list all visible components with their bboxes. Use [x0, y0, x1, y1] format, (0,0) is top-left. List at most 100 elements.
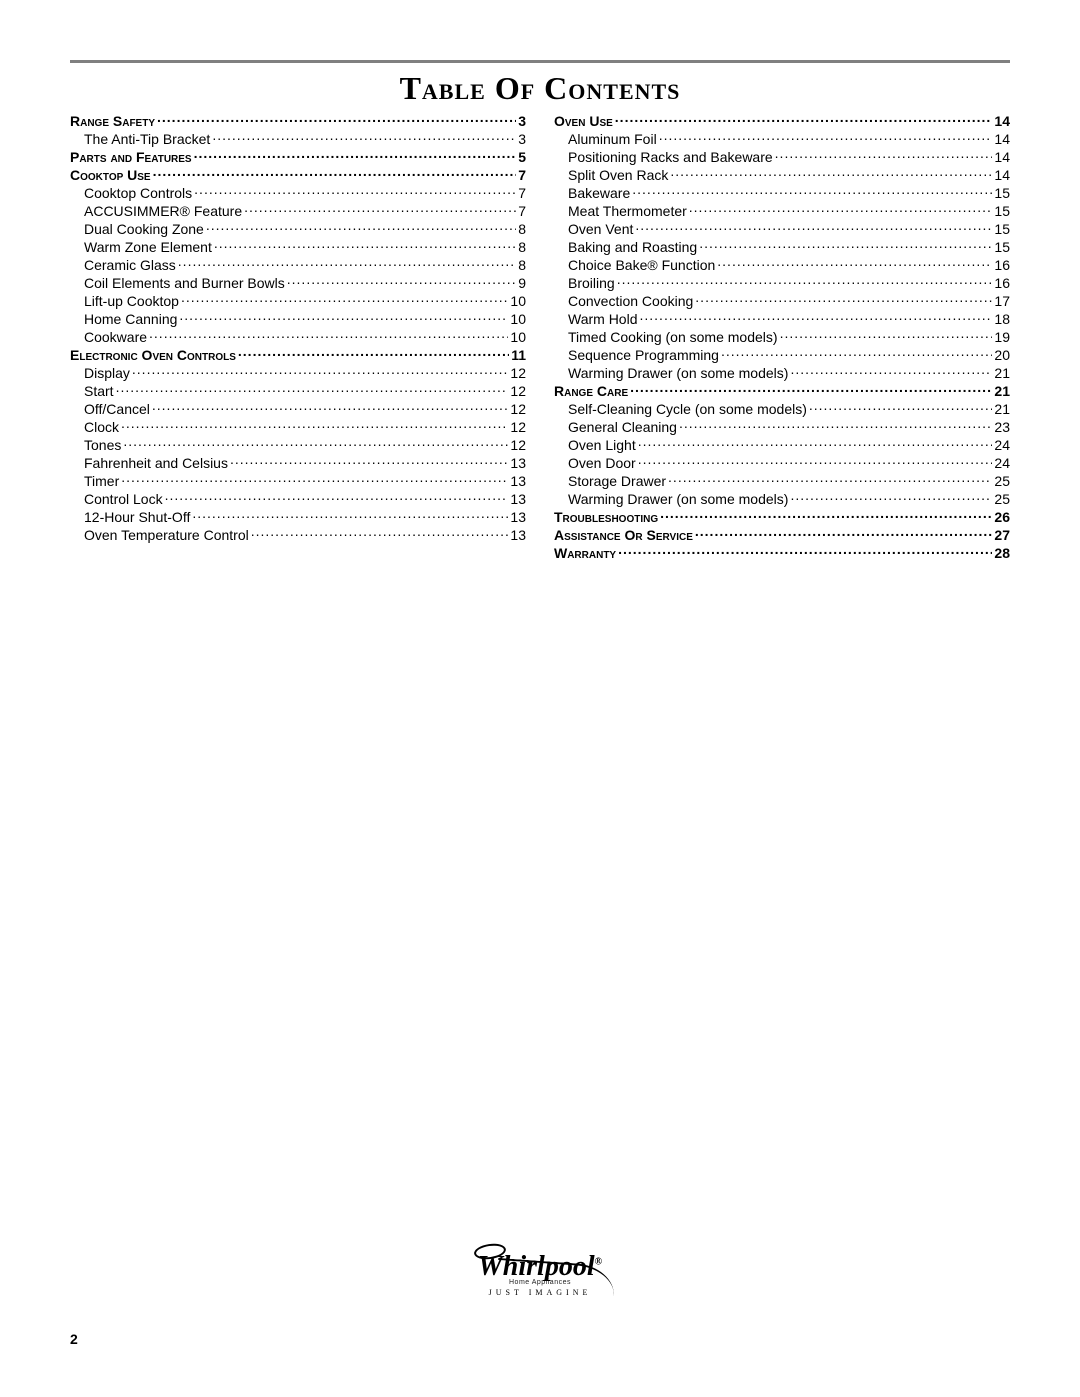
toc-label: Home Canning [70, 311, 177, 328]
toc-leader-dots [635, 220, 992, 234]
page-number: 2 [70, 1331, 78, 1347]
toc-page: 13 [510, 455, 526, 472]
toc-leader-dots [132, 364, 509, 378]
toc-page: 15 [994, 203, 1010, 220]
toc-leader-dots [809, 400, 993, 414]
toc-entry: Choice Bake® Function16 [554, 256, 1010, 274]
toc-entry: Meat Thermometer 15 [554, 202, 1010, 220]
toc-leader-dots [287, 274, 516, 288]
toc-entry: Ceramic Glass8 [70, 256, 526, 274]
toc-leader-dots [615, 112, 993, 126]
toc-leader-dots [659, 130, 993, 144]
toc-leader-dots [153, 166, 517, 180]
toc-section: Range Safety3 [70, 112, 526, 130]
toc-entry: Split Oven Rack14 [554, 166, 1010, 184]
toc-entry: Cookware10 [70, 328, 526, 346]
toc-label: Convection Cooking [554, 293, 693, 310]
toc-page: 28 [994, 545, 1010, 562]
toc-label: Lift-up Cooktop [70, 293, 179, 310]
toc-label: Range Safety [70, 113, 155, 130]
toc-label: Baking and Roasting [554, 239, 697, 256]
toc-label: Warranty [554, 545, 616, 562]
toc-leader-dots [214, 238, 516, 252]
toc-label: Aluminum Foil [554, 131, 657, 148]
toc-leader-dots [165, 490, 509, 504]
toc-page: 7 [518, 203, 526, 220]
toc-page: 13 [510, 509, 526, 526]
toc-page: 17 [994, 293, 1010, 310]
toc-page: 21 [994, 365, 1010, 382]
toc-label: Timed Cooking (on some models) [554, 329, 778, 346]
toc-entry: Sequence Programming20 [554, 346, 1010, 364]
toc-section: Cooktop Use 7 [70, 166, 526, 184]
toc-label: Meat Thermometer [554, 203, 687, 220]
toc-leader-dots [152, 400, 509, 414]
toc-leader-dots [206, 220, 516, 234]
toc-page: 25 [994, 491, 1010, 508]
toc-page: 21 [994, 383, 1010, 400]
page-title: Table Of Contents [0, 70, 1080, 107]
toc-leader-dots [149, 328, 508, 342]
toc-label: Cookware [70, 329, 147, 346]
toc-entry: Oven Temperature Control 13 [70, 526, 526, 544]
toc-section: Parts and Features5 [70, 148, 526, 166]
toc-page: 12 [510, 365, 526, 382]
toc-leader-dots [638, 454, 993, 468]
toc-page: 18 [994, 311, 1010, 328]
toc-entry: Coil Elements and Burner Bowls9 [70, 274, 526, 292]
toc-page: 15 [994, 239, 1010, 256]
toc-leader-dots [670, 166, 992, 180]
toc-entry: Lift-up Cooktop 10 [70, 292, 526, 310]
toc-leader-dots [181, 292, 508, 306]
toc-entry: Baking and Roasting 15 [554, 238, 1010, 256]
brand-logo: Whirlpool® Home Appliances JUST IMAGINE [0, 1251, 1080, 1297]
toc-entry: Fahrenheit and Celsius13 [70, 454, 526, 472]
toc-entry: Start12 [70, 382, 526, 400]
toc-leader-dots [679, 418, 992, 432]
toc-page: 10 [510, 293, 526, 310]
toc-label: ACCUSIMMER® Feature [70, 203, 242, 220]
toc-label: Broiling [554, 275, 615, 292]
toc-right-column: Oven Use14Aluminum Foil14Positioning Rac… [554, 112, 1010, 562]
toc-label: Oven Temperature Control [70, 527, 249, 544]
toc-page: 12 [510, 419, 526, 436]
toc-leader-dots [790, 364, 992, 378]
toc-label: Parts and Features [70, 149, 192, 166]
toc-entry: Convection Cooking 17 [554, 292, 1010, 310]
toc-leader-dots [695, 292, 992, 306]
toc-page: 19 [994, 329, 1010, 346]
toc-label: Warming Drawer (on some models) [554, 365, 788, 382]
toc-label: Warm Zone Element [70, 239, 212, 256]
toc-page: 12 [510, 383, 526, 400]
toc-leader-dots [238, 346, 509, 360]
toc-page: 10 [510, 311, 526, 328]
toc-leader-dots [695, 526, 993, 540]
toc-section: Warranty 28 [554, 544, 1010, 562]
toc-page: 16 [994, 257, 1010, 274]
toc-page: 7 [518, 167, 526, 184]
toc-entry: Tones12 [70, 436, 526, 454]
toc-entry: Clock12 [70, 418, 526, 436]
toc-page: 15 [994, 221, 1010, 238]
toc-label: Tones [70, 437, 121, 454]
toc-leader-dots [775, 148, 993, 162]
toc-page: 8 [518, 221, 526, 238]
toc-page: 13 [510, 527, 526, 544]
toc-label: Oven Use [554, 113, 613, 130]
toc-section: Troubleshooting26 [554, 508, 1010, 526]
toc-leader-dots [721, 346, 992, 360]
toc-entry: Cooktop Controls7 [70, 184, 526, 202]
toc-page: 13 [510, 473, 526, 490]
toc-label: Oven Light [554, 437, 636, 454]
toc-label: Assistance Or Service [554, 527, 693, 544]
toc-label: Range Care [554, 383, 628, 400]
toc-label: Cooktop Controls [70, 185, 192, 202]
toc-page: 14 [994, 167, 1010, 184]
toc-section: Oven Use14 [554, 112, 1010, 130]
toc-entry: Warming Drawer (on some models) 21 [554, 364, 1010, 382]
toc-leader-dots [668, 472, 992, 486]
toc-label: Electronic Oven Controls [70, 347, 236, 364]
toc-entry: Warm Hold18 [554, 310, 1010, 328]
toc-label: Oven Vent [554, 221, 633, 238]
toc-label: Cooktop Use [70, 167, 151, 184]
